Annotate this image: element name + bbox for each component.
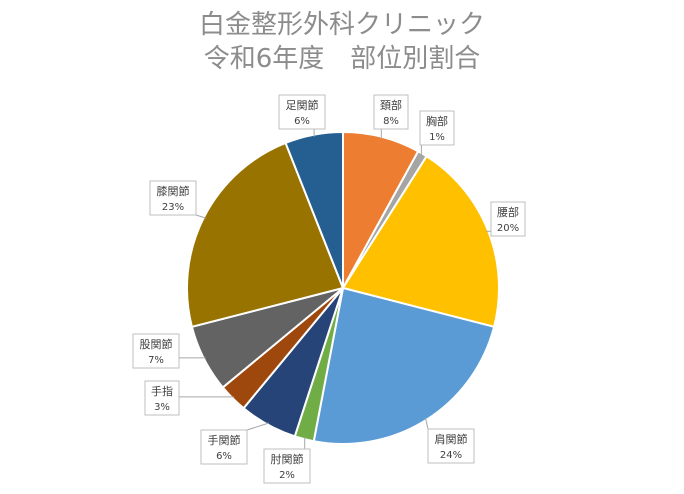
data-labels: 頚部 8% 胸部 1% 腰部 20% 肩関節 24% 肘関節 2% 手関節 6% 手指 3% 股関節 7% 膝関… xyxy=(132,94,526,484)
data-label-4: 肩関節 24% xyxy=(427,428,475,464)
data-label-box xyxy=(419,110,455,146)
data-label-box xyxy=(490,201,526,237)
chart-title: 白金整形外科クリニック 令和6年度 部位別割合 xyxy=(0,8,684,76)
pie-slice-4 xyxy=(312,286,496,445)
data-label-value: 20% xyxy=(497,223,519,234)
data-label-category: 肘関節 xyxy=(271,452,304,466)
data-label-value: 3% xyxy=(154,402,170,413)
data-label-category: 腰部 xyxy=(497,205,519,219)
pie-slice-3 xyxy=(341,154,500,329)
data-label-box xyxy=(278,94,326,130)
data-label-box xyxy=(200,429,248,465)
chart-title-line-2: 令和6年度 部位別割合 xyxy=(203,44,481,74)
data-label-2: 胸部 1% xyxy=(419,110,455,146)
data-label-category: 頚部 xyxy=(380,98,402,112)
data-label-box xyxy=(132,333,180,369)
data-label-value: 6% xyxy=(294,116,310,127)
data-label-9: 膝関節 23% xyxy=(149,180,197,216)
data-label-10: 足関節 6% xyxy=(278,94,326,130)
data-label-category: 胸部 xyxy=(426,114,448,128)
data-label-box xyxy=(427,428,475,464)
data-label-value: 6% xyxy=(216,451,232,462)
leader-line-6 xyxy=(246,422,269,431)
data-label-box xyxy=(149,180,197,216)
data-label-value: 8% xyxy=(383,116,399,127)
data-label-category: 足関節 xyxy=(286,98,319,112)
leader-lines xyxy=(179,129,491,449)
data-label-value: 23% xyxy=(162,202,184,213)
pie-slices xyxy=(186,130,500,445)
data-label-category: 手関節 xyxy=(208,433,241,447)
data-label-value: 24% xyxy=(440,450,462,461)
data-label-category: 膝関節 xyxy=(157,184,190,198)
data-label-3: 腰部 20% xyxy=(490,201,526,237)
chart-title-line-1: 白金整形外科クリニック xyxy=(198,10,485,40)
leader-line-9 xyxy=(195,214,206,219)
data-label-value: 7% xyxy=(148,355,164,366)
leader-line-4 xyxy=(425,417,429,430)
data-label-6: 手関節 6% xyxy=(200,429,248,465)
data-label-box xyxy=(144,380,180,416)
data-label-box xyxy=(373,94,409,130)
data-label-category: 手指 xyxy=(151,384,173,398)
data-label-5: 肘関節 2% xyxy=(263,448,311,484)
data-label-category: 肩関節 xyxy=(435,432,468,446)
data-label-box xyxy=(263,448,311,484)
data-label-7: 手指 3% xyxy=(144,380,180,416)
data-label-8: 股関節 7% xyxy=(132,333,180,369)
data-label-value: 2% xyxy=(279,470,295,481)
data-label-category: 股関節 xyxy=(140,337,173,351)
data-label-1: 頚部 8% xyxy=(373,94,409,130)
data-label-value: 1% xyxy=(429,132,445,143)
